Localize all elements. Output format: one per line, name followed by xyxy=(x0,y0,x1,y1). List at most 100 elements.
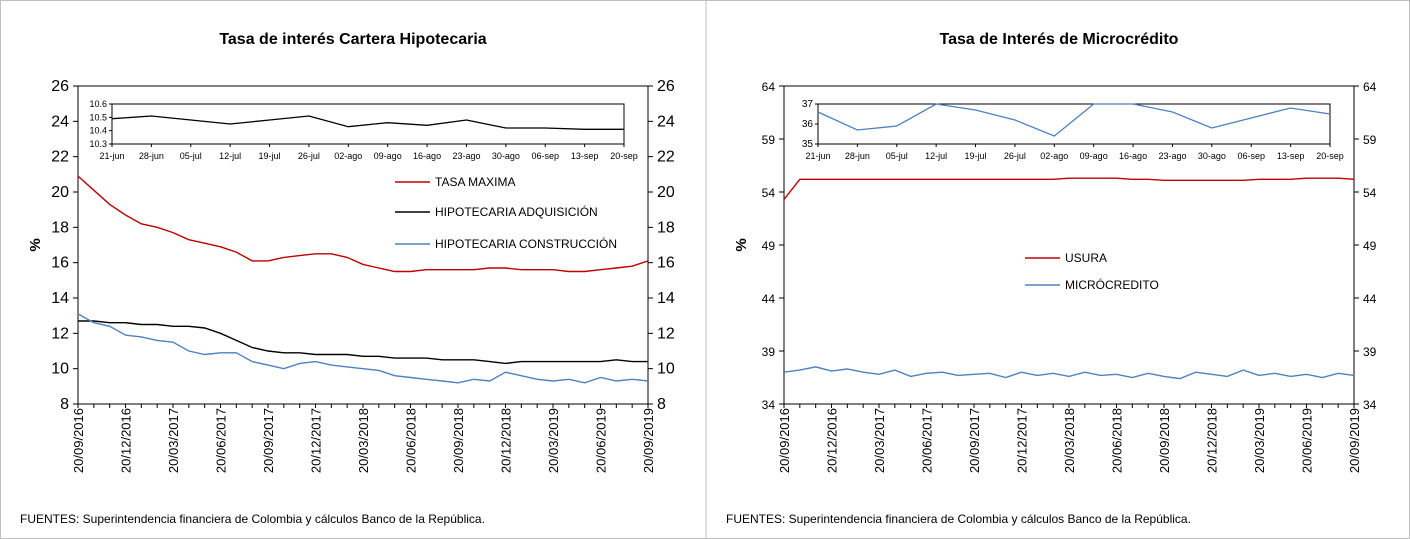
inset-x-tick-label: 05-jul xyxy=(180,151,202,161)
x-tick-label: 20/09/2017 xyxy=(261,408,276,473)
legend-label: TASA MAXIMA xyxy=(435,175,515,189)
y2-tick-label: 14 xyxy=(657,290,675,307)
y2-tick-label: 49 xyxy=(1363,239,1377,253)
y-tick-label: 16 xyxy=(51,255,69,272)
x-tick-label: 20/12/2018 xyxy=(499,408,514,473)
y2-tick-label: 26 xyxy=(657,78,675,95)
inset-x-tick-label: 23-ago xyxy=(452,151,480,161)
series-line xyxy=(78,320,648,365)
y-axis-label: % xyxy=(733,238,750,251)
x-tick-label: 20/03/2018 xyxy=(1062,408,1077,473)
inset-x-tick-label: 30-ago xyxy=(1198,151,1226,161)
x-tick-label: 20/09/2019 xyxy=(641,408,656,473)
inset-x-tick-label: 20-sep xyxy=(610,151,638,161)
y-tick-label: 8 xyxy=(60,396,69,413)
x-tick-label: 20/03/2018 xyxy=(356,408,371,473)
y-tick-label: 14 xyxy=(51,290,69,307)
y2-tick-label: 44 xyxy=(1363,292,1377,306)
inset-x-tick-label: 21-jun xyxy=(805,151,830,161)
x-tick-label: 20/12/2016 xyxy=(119,408,134,473)
legend-label: USURA xyxy=(1065,251,1107,265)
y-tick-label: 59 xyxy=(762,133,776,147)
inset-x-tick-label: 12-jul xyxy=(925,151,947,161)
source-note: FUENTES: Superintendencia financiera de … xyxy=(20,512,485,526)
inset-y-tick-label: 10.3 xyxy=(89,139,107,149)
inset-x-tick-label: 19-jul xyxy=(965,151,987,161)
y2-tick-label: 39 xyxy=(1363,345,1377,359)
y2-tick-label: 64 xyxy=(1363,80,1377,94)
x-tick-label: 20/12/2018 xyxy=(1205,408,1220,473)
y2-tick-label: 34 xyxy=(1363,398,1377,412)
chart-title: Tasa de interés Cartera Hipotecaria xyxy=(219,31,486,48)
inset-x-tick-label: 26-jul xyxy=(298,151,320,161)
y2-tick-label: 59 xyxy=(1363,133,1377,147)
series-line xyxy=(783,366,1355,380)
inset-x-tick-label: 05-jul xyxy=(886,151,908,161)
y2-tick-label: 10 xyxy=(657,361,675,378)
x-tick-label: 20/09/2017 xyxy=(967,408,982,473)
x-tick-label: 20/06/2018 xyxy=(1110,408,1125,473)
x-tick-label: 20/03/2019 xyxy=(1252,408,1267,473)
inset-x-tick-label: 28-jun xyxy=(845,151,870,161)
inset-x-tick-label: 23-ago xyxy=(1158,151,1186,161)
y-axis-label: % xyxy=(27,238,44,251)
y-tick-label: 54 xyxy=(762,186,776,200)
x-tick-label: 20/12/2016 xyxy=(825,408,840,473)
y2-tick-label: 16 xyxy=(657,255,675,272)
inset-x-tick-label: 02-ago xyxy=(334,151,362,161)
inset-y-tick-label: 36 xyxy=(802,119,814,130)
inset-x-tick-label: 21-jun xyxy=(99,151,124,161)
inset-x-tick-label: 02-ago xyxy=(1040,151,1068,161)
inset-x-tick-label: 28-jun xyxy=(139,151,164,161)
x-tick-label: 20/06/2019 xyxy=(594,408,609,473)
inset-x-tick-label: 26-jul xyxy=(1004,151,1026,161)
y-tick-label: 24 xyxy=(51,113,69,130)
x-tick-label: 20/12/2017 xyxy=(1015,408,1030,473)
series-line xyxy=(783,177,1355,200)
y2-tick-label: 24 xyxy=(657,113,675,130)
y2-tick-label: 8 xyxy=(657,396,666,413)
y-tick-label: 12 xyxy=(51,325,69,342)
inset-x-tick-label: 16-ago xyxy=(1119,151,1147,161)
x-tick-label: 20/09/2016 xyxy=(777,408,792,473)
x-tick-label: 20/06/2018 xyxy=(404,408,419,473)
inset-y-tick-label: 37 xyxy=(802,99,814,110)
x-tick-label: 20/03/2017 xyxy=(166,408,181,473)
inset-x-tick-label: 09-ago xyxy=(1080,151,1108,161)
y2-tick-label: 22 xyxy=(657,149,675,166)
x-tick-label: 20/09/2018 xyxy=(1157,408,1172,473)
inset-line xyxy=(111,115,624,130)
y-tick-label: 64 xyxy=(762,80,776,94)
x-tick-label: 20/09/2018 xyxy=(451,408,466,473)
inset-x-tick-label: 12-jul xyxy=(219,151,241,161)
y-tick-label: 10 xyxy=(51,361,69,378)
y2-tick-label: 20 xyxy=(657,184,675,201)
y-tick-label: 20 xyxy=(51,184,69,201)
inset-line xyxy=(817,103,1331,137)
inset-x-tick-label: 06-sep xyxy=(531,151,559,161)
inset-x-tick-label: 09-ago xyxy=(374,151,402,161)
y2-tick-label: 18 xyxy=(657,219,675,236)
inset-frame xyxy=(817,103,1331,145)
inset-x-tick-label: 16-ago xyxy=(413,151,441,161)
inset-x-tick-label: 19-jul xyxy=(259,151,281,161)
series-line xyxy=(77,313,649,384)
inset-frame xyxy=(111,103,625,145)
series-line xyxy=(77,175,649,273)
y-tick-label: 26 xyxy=(51,78,69,95)
source-note: FUENTES: Superintendencia financiera de … xyxy=(726,512,1191,526)
inset-y-tick-label: 10.6 xyxy=(89,99,107,109)
inset-x-tick-label: 13-sep xyxy=(1277,151,1305,161)
y-tick-label: 49 xyxy=(762,239,776,253)
y-tick-label: 44 xyxy=(762,292,776,306)
y-tick-label: 34 xyxy=(762,398,776,412)
x-tick-label: 20/06/2017 xyxy=(920,408,935,473)
x-tick-label: 20/12/2017 xyxy=(309,408,324,473)
x-tick-label: 20/09/2019 xyxy=(1347,408,1362,473)
legend-label: MICRÓCREDITO xyxy=(1065,277,1159,292)
inset-x-tick-label: 30-ago xyxy=(492,151,520,161)
x-tick-label: 20/03/2019 xyxy=(546,408,561,473)
x-tick-label: 20/06/2019 xyxy=(1300,408,1315,473)
